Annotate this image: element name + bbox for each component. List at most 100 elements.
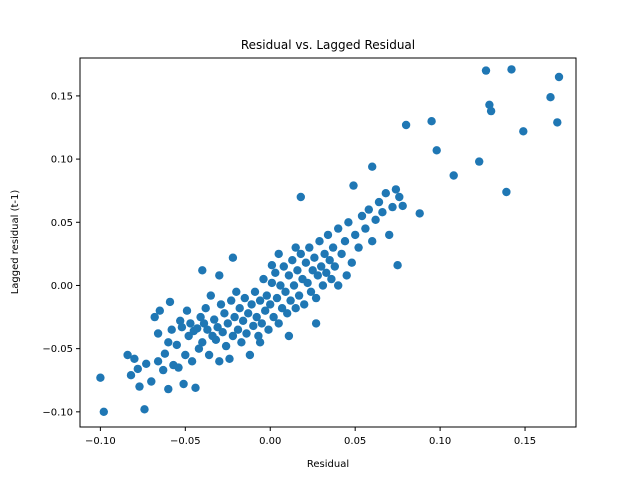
data-point: [294, 291, 304, 300]
data-point: [374, 197, 384, 207]
data-point: [432, 146, 441, 155]
data-point: [274, 319, 283, 328]
data-point: [388, 202, 397, 212]
data-point: [330, 262, 339, 271]
data-point: [357, 211, 367, 221]
data-point: [155, 306, 164, 315]
data-point: [291, 243, 300, 252]
data-point: [215, 271, 224, 280]
data-point: [361, 224, 370, 233]
data-point: [264, 325, 273, 334]
data-point: [96, 373, 105, 382]
data-point: [395, 192, 404, 202]
data-point: [153, 329, 163, 338]
data-point: [262, 291, 271, 300]
data-point: [368, 162, 377, 171]
data-point: [415, 209, 424, 218]
data-point: [126, 371, 136, 380]
data-point: [286, 296, 295, 305]
data-point: [179, 379, 188, 389]
y-tick-label: −0.05: [42, 344, 73, 355]
data-point: [279, 262, 288, 271]
data-point: [204, 350, 214, 360]
data-point: [475, 157, 484, 166]
data-point: [296, 249, 305, 259]
data-point: [401, 120, 411, 130]
data-point: [315, 237, 324, 246]
data-point: [238, 316, 248, 325]
data-point: [351, 230, 360, 240]
y-axis-label: Lagged residual (t-1): [10, 190, 21, 295]
data-point: [272, 293, 282, 303]
data-point: [228, 253, 238, 262]
data-point: [486, 106, 496, 116]
data-point: [99, 407, 109, 416]
data-point: [194, 344, 204, 353]
data-point: [502, 187, 511, 197]
data-point: [303, 278, 312, 288]
data-point: [164, 384, 173, 394]
data-point: [142, 359, 151, 368]
data-point: [274, 249, 283, 259]
data-point: [247, 300, 256, 309]
data-point: [364, 205, 373, 214]
data-point: [378, 208, 387, 217]
data-point: [427, 117, 436, 126]
data-point: [449, 171, 458, 180]
y-axis-ticks: −0.10 −0.05 0.00 0.05 0.10 0.15: [42, 91, 80, 418]
data-point: [277, 304, 287, 313]
data-point: [271, 268, 280, 277]
chart-title: Residual vs. Lagged Residual: [241, 38, 415, 52]
data-point: [368, 237, 377, 246]
data-point: [254, 331, 263, 341]
data-point: [327, 274, 336, 284]
data-point: [220, 309, 229, 318]
data-point: [135, 382, 144, 391]
data-point: [240, 293, 249, 303]
data-point: [150, 312, 159, 322]
data-point: [266, 300, 275, 309]
data-point: [257, 319, 266, 328]
data-point: [210, 315, 219, 324]
y-tick-label: 0.05: [51, 218, 73, 229]
data-point: [553, 118, 562, 127]
data-point: [347, 258, 356, 267]
data-point: [186, 319, 195, 328]
data-point: [308, 266, 317, 275]
data-point: [318, 281, 328, 290]
data-point: [123, 350, 132, 360]
data-point: [296, 192, 305, 202]
data-point: [244, 309, 253, 318]
data-point: [147, 377, 156, 386]
data-point: [301, 258, 311, 267]
y-tick-label: 0.00: [51, 281, 73, 292]
data-point: [342, 271, 351, 280]
x-tick-label: 0.10: [429, 436, 451, 447]
data-point: [225, 354, 234, 363]
data-point: [284, 331, 294, 341]
plot-frame: [79, 57, 577, 428]
data-point: [284, 271, 294, 280]
y-tick-label: 0.10: [51, 155, 73, 166]
data-point: [283, 309, 292, 318]
data-point: [198, 338, 207, 347]
data-point: [276, 281, 285, 290]
data-point: [354, 243, 363, 252]
data-point: [300, 300, 309, 309]
data-point: [159, 365, 168, 375]
x-tick-label: 0.05: [344, 436, 366, 447]
data-point: [153, 357, 163, 366]
data-point: [167, 325, 176, 334]
data-point: [203, 325, 212, 334]
data-point: [237, 338, 246, 347]
data-point: [546, 93, 555, 102]
data-point: [182, 306, 192, 315]
x-tick-label: −0.05: [170, 436, 201, 447]
data-point: [485, 100, 494, 110]
data-point: [133, 364, 142, 374]
data-point: [323, 230, 333, 240]
data-point: [325, 256, 334, 265]
data-point: [385, 230, 394, 240]
data-point: [371, 215, 380, 224]
